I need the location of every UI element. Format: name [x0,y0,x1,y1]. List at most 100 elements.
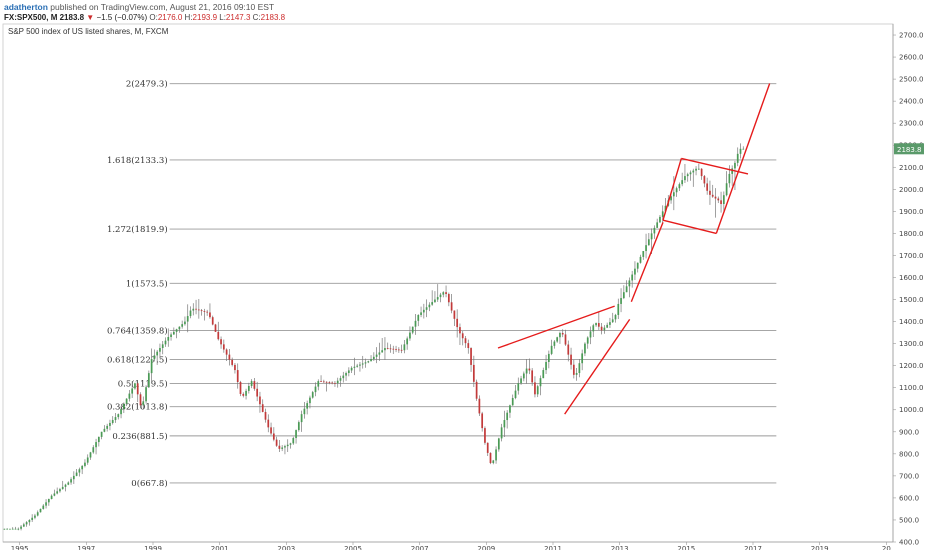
candle-body [528,368,531,371]
candle-body [492,460,495,464]
candle-body [675,188,678,193]
candle-body [342,375,345,379]
candle-body [231,359,234,365]
candle-body [22,524,25,527]
candle-body [409,332,411,339]
candle-body [56,491,59,494]
candle-body [728,173,731,184]
candle-body [181,324,184,327]
candle-body [111,420,114,423]
x-tick-label: 2003 [277,545,295,550]
author-link[interactable]: adatherton [4,2,48,12]
candle-body [475,381,478,399]
y-tick-label: 2500.0 [899,76,924,84]
candle-body [11,528,14,530]
candle-body [53,493,56,496]
candle-body [70,479,72,483]
x-tick-label: 2009 [477,545,495,550]
candle-body [278,445,281,449]
candle-body [25,522,28,525]
candle-body [3,528,6,530]
candle-body [178,326,181,330]
candle-body [222,344,225,350]
candle-body [256,388,259,397]
fib-level-label: 0.618(1227.5) [107,355,168,366]
candle-body [339,378,342,381]
candle-body [422,309,425,313]
candle-body [622,292,625,299]
candle-body [564,334,567,345]
candle-body [245,390,247,396]
candle-body [467,343,470,349]
candle-body [403,344,406,351]
trendline [681,157,749,175]
candle-body [742,148,745,150]
x-tick-label: 2013 [611,545,629,550]
candle-body [267,419,270,428]
candle-body [586,337,589,344]
candle-body [700,168,703,177]
y-tick-label: 1800.0 [899,230,924,238]
candle-body [520,378,522,384]
candle-body [250,381,253,386]
y-tick-label: 1600.0 [899,274,924,282]
candle-body [64,484,67,487]
candle-body [120,409,122,415]
candle-body [345,373,347,376]
candle-body [42,505,45,509]
candle-body [539,378,542,387]
candle-body [206,311,209,313]
publish-date-text: published on TradingView.com, August 21,… [50,2,275,12]
candle-body [464,338,467,344]
candle-body [364,362,367,364]
candle-body [136,383,139,395]
candle-body [78,469,81,473]
candle-body [470,348,472,365]
candle-body [731,168,734,174]
candle-body [161,344,164,349]
x-tick-label: 2011 [544,545,562,550]
x-tick-label: 1999 [144,545,162,550]
x-tick-label: 2019 [811,545,829,550]
candle-body [386,348,389,349]
candle-body [609,322,611,325]
last-price-value: 2183.8 [59,13,85,22]
fib-level-label: 0.764(1359.8) [107,325,168,336]
candle-body [114,417,117,421]
candle-body [447,294,450,303]
candle-body [106,425,109,429]
x-tick-label: 2015 [677,545,695,550]
y-tick-label: 1100.0 [899,384,924,392]
candle-body [359,364,361,366]
candle-body [86,457,89,463]
candle-body [517,383,520,391]
candle-body [603,327,606,331]
candle-body [672,192,675,197]
candle-body [39,508,42,513]
close-value: 2183.8 [260,13,286,22]
candle-body [203,310,206,312]
candle-body [331,382,334,384]
candle-body [506,412,509,421]
candle-body [370,359,372,362]
price-badge-label: 2183.8 [897,146,922,154]
candle-body [153,355,156,360]
low-label: L: [219,13,226,22]
open-value: 2176.0 [157,13,183,22]
chart-title: S&P 500 index of US listed shares, M, FX… [8,27,169,36]
candle-body [361,363,364,365]
candle-body [525,368,528,374]
symbol-label[interactable]: FX:SPX500, M [4,13,58,22]
candle-body [322,381,325,383]
candle-body [453,310,456,319]
candle-body [461,333,464,339]
candle-body [697,168,700,170]
candle-body [353,366,356,368]
candle-body [247,385,250,391]
candle-body [431,302,434,305]
trendline [497,305,615,349]
candle-body [261,404,264,412]
x-tick-label: 1995 [11,545,29,550]
candle-body [509,405,511,413]
